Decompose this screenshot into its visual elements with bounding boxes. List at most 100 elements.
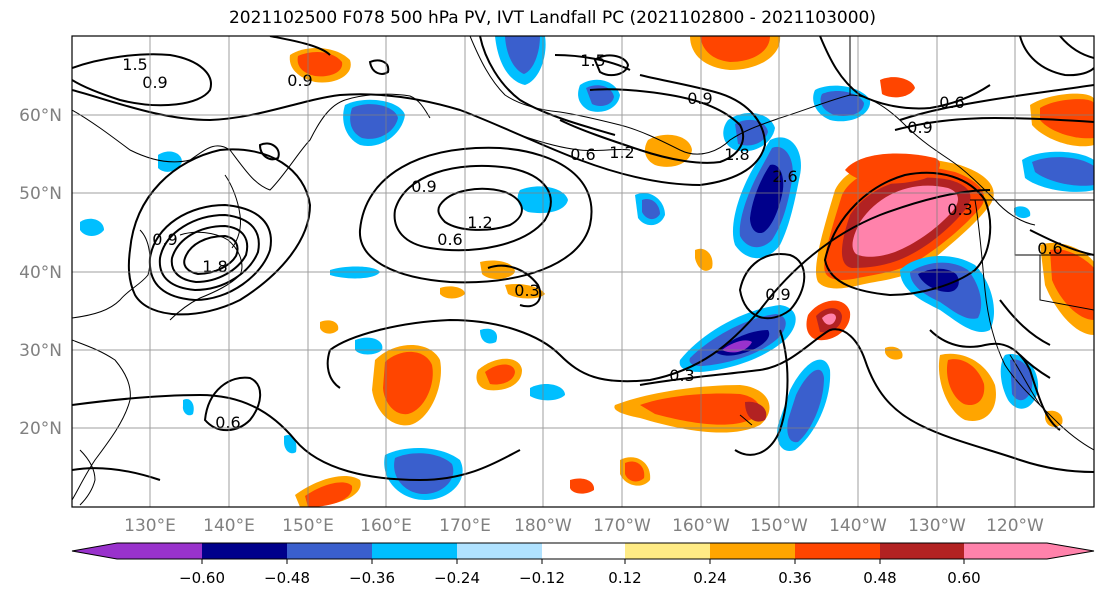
pv-shade (880, 77, 915, 98)
colorbar-segment (202, 543, 287, 559)
colorbar-tick-label: 0.48 (863, 569, 896, 587)
pv-contour (1029, 229, 1094, 256)
pv-contour (158, 213, 260, 292)
pv-shade (822, 313, 836, 325)
colorbar-segment (117, 543, 202, 559)
coastline (72, 229, 151, 319)
pv-contour (554, 54, 631, 71)
colorbar-extend-high (1047, 543, 1094, 559)
pv-contour (437, 187, 523, 231)
pv-contour (593, 54, 630, 77)
pv-shade (297, 52, 343, 77)
contour-label: 0.6 (570, 145, 595, 164)
lon-label: 180°W (514, 516, 572, 536)
contour-label: 0.3 (947, 200, 972, 219)
contour-label: 0.9 (411, 177, 436, 196)
colorbar-tick-label: −0.60 (179, 569, 225, 587)
pv-contour (1019, 354, 1051, 379)
pv-shade (1014, 206, 1031, 219)
colorbar-segment (287, 543, 372, 559)
contour-label: 0.9 (687, 89, 712, 108)
pv-shade (750, 164, 784, 234)
pv-shade (505, 36, 540, 74)
colorbar-segment (625, 543, 710, 559)
contour-label: 2.6 (772, 167, 797, 186)
lon-label: 170°W (593, 516, 651, 536)
pv-contour (329, 189, 991, 383)
colorbar-tick-label: 0.24 (693, 569, 726, 587)
contour-label: 0.6 (1037, 239, 1062, 258)
pv-shade (640, 393, 760, 425)
pv-contour (738, 253, 806, 320)
pv-shade (845, 153, 940, 184)
pv-contour (393, 164, 552, 252)
pv-contours (72, 36, 1094, 482)
lon-label: 160°W (672, 516, 730, 536)
pv-contour (258, 142, 280, 161)
pv-shade (918, 268, 959, 292)
lon-label: 130°W (908, 516, 966, 536)
lon-label: 150°W (750, 516, 808, 536)
pv-shade (642, 199, 660, 220)
pv-contour (170, 224, 249, 284)
coastline (72, 339, 131, 501)
pv-shade (700, 36, 770, 62)
coastline (79, 449, 96, 506)
pv-shade (1050, 249, 1094, 320)
pv-contour (72, 53, 212, 107)
pv-shade (695, 248, 713, 271)
contour-label: 0.9 (765, 285, 790, 304)
border-line (1039, 255, 1094, 311)
map-frame (71, 35, 1095, 508)
lon-label: 150°E (282, 516, 334, 536)
colorbar-tick-label: −0.36 (349, 569, 395, 587)
pv-contour (269, 36, 331, 56)
coastline (519, 134, 631, 152)
lat-label: 50°N (19, 184, 62, 204)
colorbar-extend-low (72, 543, 117, 559)
contour-label: 0.6 (939, 93, 964, 112)
contour-label: 1.8 (724, 145, 749, 164)
colorbar-tick-label: −0.12 (519, 569, 565, 587)
contour-label: 0.6 (437, 230, 462, 249)
coastline (739, 414, 753, 426)
gridlines (72, 36, 1094, 507)
lon-label: 140°W (829, 516, 887, 536)
lon-label: 130°E (124, 516, 176, 536)
pv-contour (127, 148, 312, 316)
pv-contour (894, 116, 1094, 131)
pv-shade (1010, 359, 1033, 401)
coastline (469, 36, 1036, 226)
lon-label: 170°E (439, 516, 491, 536)
pv-shade (787, 369, 824, 443)
lat-label: 20°N (19, 419, 62, 439)
pv-shade (946, 359, 985, 406)
pv-shade (644, 134, 692, 167)
contour-label: 0.3 (514, 281, 539, 300)
colorbar-tick-label: −0.24 (434, 569, 480, 587)
pv-contour (899, 84, 1094, 121)
pv-shade (505, 284, 545, 299)
colorbar-segment (710, 543, 795, 559)
colorbar-tick-label: 0.60 (947, 569, 980, 587)
pv-contour (72, 467, 161, 481)
pv-shade (182, 398, 194, 416)
colorbar-segment (964, 543, 1047, 559)
pv-contour (1059, 36, 1094, 59)
pv-contour (358, 146, 593, 284)
colorbar-segment (372, 543, 457, 559)
pv-shade (852, 185, 958, 257)
lon-label: 140°E (203, 516, 255, 536)
lat-label: 30°N (19, 341, 62, 361)
pv-shade (485, 364, 515, 385)
contour-label: 0.9 (152, 230, 177, 249)
pv-shade (305, 482, 353, 507)
colorbar-outline (71, 542, 1095, 560)
pv-shade (625, 461, 645, 482)
pv-contour (148, 203, 272, 302)
pv-shade (745, 401, 767, 422)
colorbar-segment (542, 543, 625, 559)
colorbar-tick-label: 0.36 (778, 569, 811, 587)
lon-label: 160°E (360, 516, 412, 536)
